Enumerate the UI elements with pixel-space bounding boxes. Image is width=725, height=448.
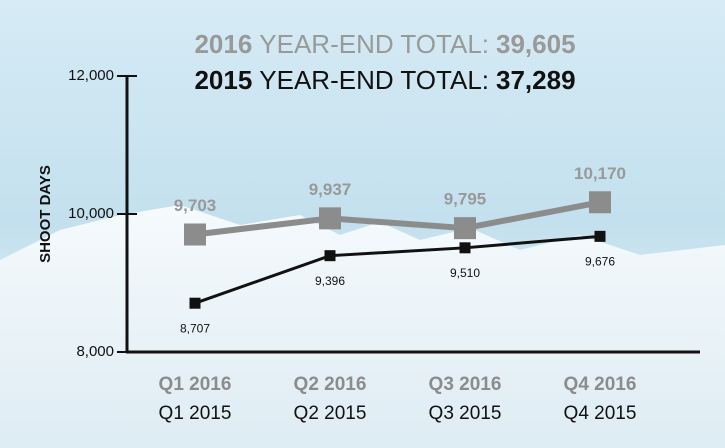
data-label: 9,937 — [309, 180, 352, 199]
mountains — [0, 205, 725, 448]
data-label: 9,510 — [450, 266, 480, 280]
x-tick-label: Q1 2016 — [159, 374, 232, 395]
y-tick-label: 8,000 — [76, 343, 114, 360]
point-marker — [459, 242, 471, 254]
series-line — [194, 234, 601, 305]
title-label: YEAR-END TOTAL: — [259, 65, 489, 95]
x-tick-label: Q2 2015 — [294, 403, 367, 424]
data-label: 9,396 — [315, 274, 345, 288]
title-year: 2015 — [194, 65, 252, 95]
x-tick-label: Q3 2016 — [429, 374, 502, 395]
data-label: 10,170 — [574, 164, 626, 183]
title-label: YEAR-END TOTAL: — [259, 29, 489, 59]
data-label: 9,703 — [174, 196, 217, 215]
x-tick-label: Q4 2015 — [564, 403, 637, 424]
series-line — [194, 199, 601, 238]
x-tick-label: Q4 2016 — [564, 374, 637, 395]
point-marker — [319, 207, 341, 230]
title-line: 2015 YEAR-END TOTAL: 37,289 — [194, 65, 575, 95]
x-tick-label: Q1 2015 — [159, 403, 232, 424]
point-marker — [454, 217, 476, 240]
title-year: 2016 — [194, 29, 252, 59]
point-marker — [324, 250, 336, 262]
x-tick-label: Q3 2015 — [429, 403, 502, 424]
data-label: 8,707 — [180, 321, 210, 335]
data-label: 9,676 — [585, 255, 615, 269]
data-label: 9,795 — [444, 190, 487, 209]
title-total: 39,605 — [496, 29, 576, 59]
x-tick-label: Q2 2016 — [294, 374, 367, 395]
title-total: 37,289 — [496, 65, 576, 95]
point-marker — [589, 191, 611, 214]
point-marker — [189, 297, 201, 309]
y-axis-label: SHOOT DAYS — [37, 165, 54, 263]
y-tick-label: 10,000 — [68, 205, 114, 222]
title-line: 2016 YEAR-END TOTAL: 39,605 — [194, 29, 575, 59]
y-tick-label: 12,000 — [68, 67, 114, 84]
point-marker — [594, 230, 606, 242]
point-marker — [184, 223, 206, 246]
